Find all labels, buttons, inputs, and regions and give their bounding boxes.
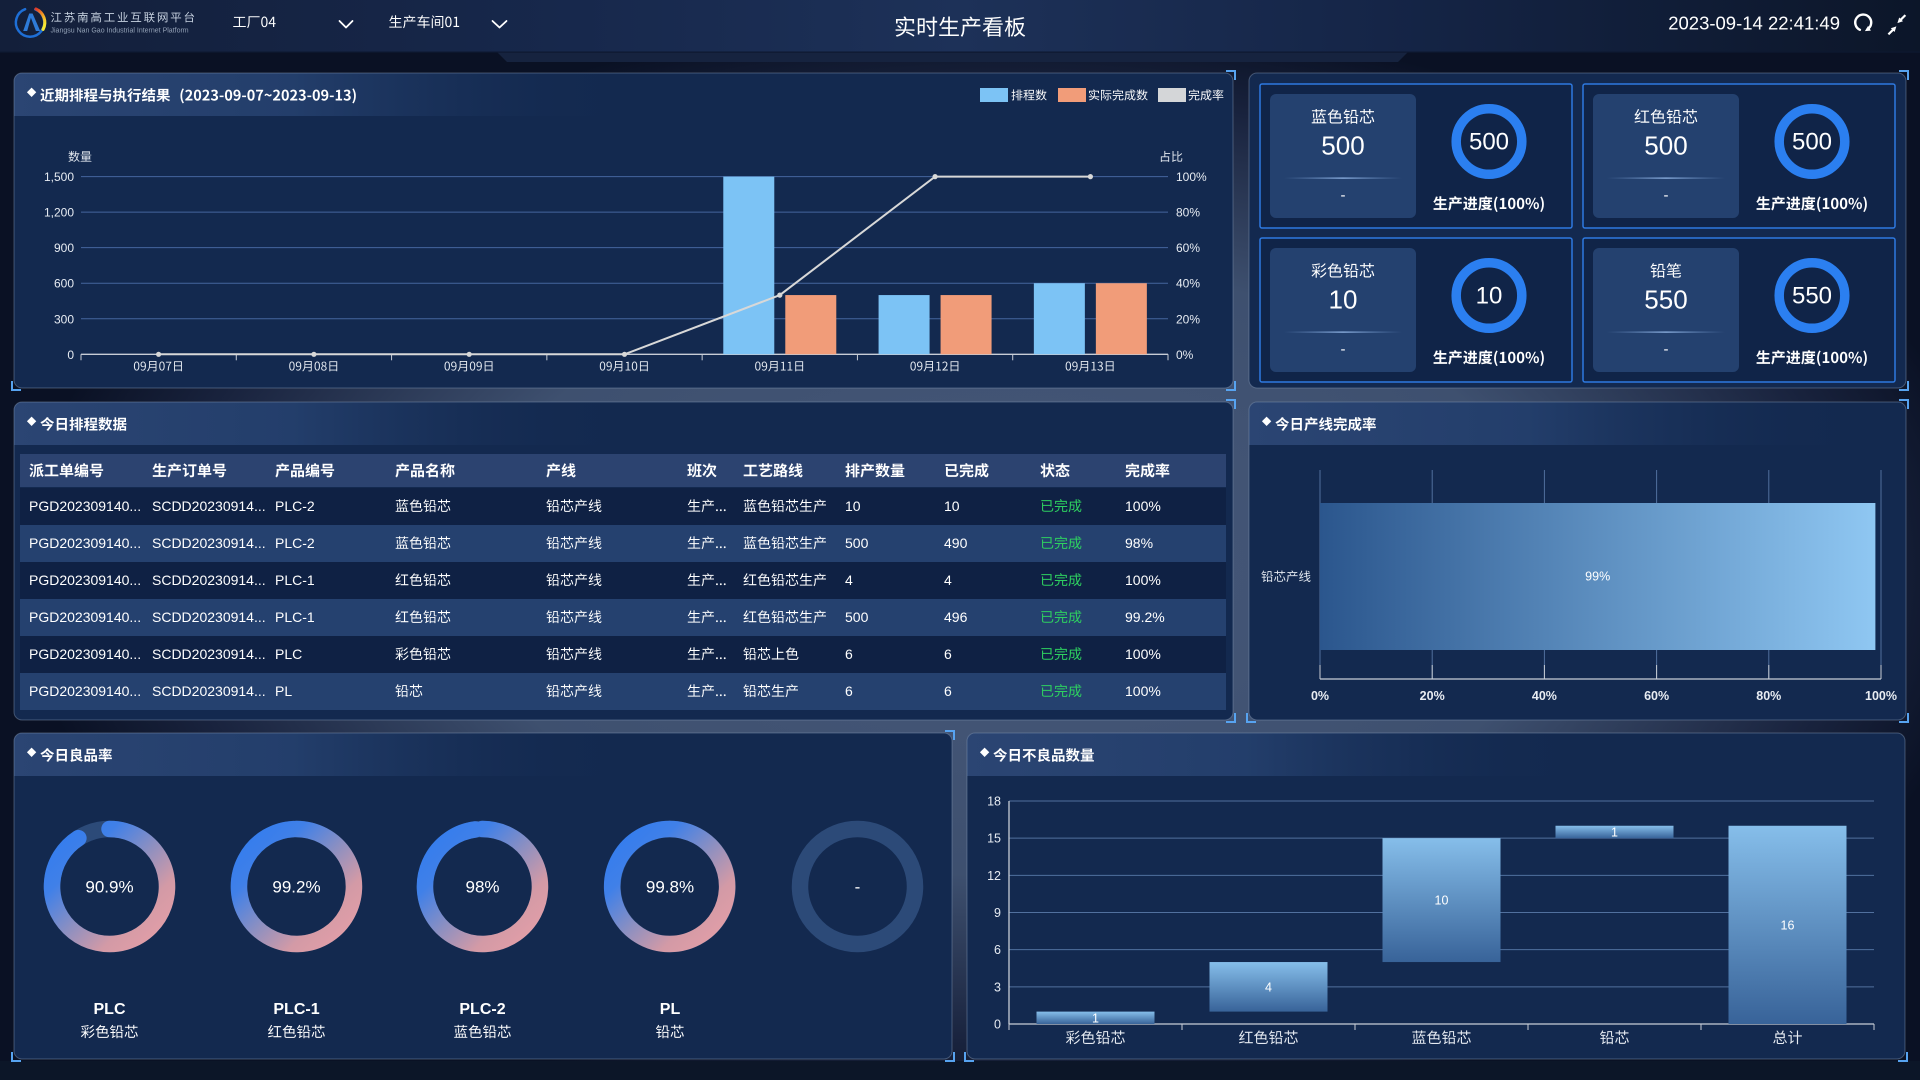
svg-text:PGD202309140...: PGD202309140... — [29, 683, 141, 699]
svg-text:PLC-1: PLC-1 — [273, 1001, 319, 1018]
svg-text:550: 550 — [1792, 283, 1832, 310]
svg-text:10: 10 — [845, 498, 861, 514]
svg-text:1: 1 — [1611, 825, 1618, 839]
svg-text:500: 500 — [1321, 131, 1364, 161]
svg-text:PLC: PLC — [94, 1001, 126, 1018]
svg-text:500: 500 — [845, 535, 869, 551]
svg-text:PLC-2: PLC-2 — [275, 498, 315, 514]
svg-text:6: 6 — [944, 646, 952, 662]
svg-text:10: 10 — [944, 498, 960, 514]
svg-text:0: 0 — [67, 348, 74, 362]
svg-text:100%: 100% — [1125, 646, 1161, 662]
svg-text:40%: 40% — [1176, 277, 1200, 291]
svg-text:1,500: 1,500 — [44, 170, 74, 184]
svg-text:900: 900 — [54, 241, 74, 255]
svg-text:SCDD20230914...: SCDD20230914... — [152, 683, 266, 699]
svg-text:PL: PL — [660, 1001, 681, 1018]
svg-text:60%: 60% — [1644, 689, 1669, 703]
svg-text:1: 1 — [1092, 1011, 1099, 1025]
svg-text:6: 6 — [845, 646, 853, 662]
svg-text:4: 4 — [1265, 980, 1272, 994]
svg-text:-: - — [855, 878, 861, 897]
svg-text:-: - — [1664, 187, 1669, 204]
svg-text:0: 0 — [994, 1018, 1001, 1032]
svg-text:PGD202309140...: PGD202309140... — [29, 572, 141, 588]
svg-text:-: - — [1341, 341, 1346, 358]
svg-text:6: 6 — [944, 683, 952, 699]
svg-text:0%: 0% — [1176, 348, 1194, 362]
svg-text:SCDD20230914...: SCDD20230914... — [152, 646, 266, 662]
svg-text:12: 12 — [987, 869, 1001, 883]
svg-text:PLC-1: PLC-1 — [275, 572, 315, 588]
svg-text:2023-09-14 22:41:49: 2023-09-14 22:41:49 — [1668, 13, 1840, 34]
svg-text:PLC: PLC — [275, 646, 302, 662]
svg-text:3: 3 — [994, 980, 1001, 994]
svg-text:PGD202309140...: PGD202309140... — [29, 646, 141, 662]
svg-text:496: 496 — [944, 609, 968, 625]
svg-text:18: 18 — [987, 794, 1001, 808]
svg-text:600: 600 — [54, 277, 74, 291]
svg-text:PLC-2: PLC-2 — [459, 1001, 505, 1018]
svg-text:PLC-2: PLC-2 — [275, 535, 315, 551]
svg-text:500: 500 — [1792, 129, 1832, 156]
svg-text:20%: 20% — [1420, 689, 1445, 703]
svg-text:4: 4 — [845, 572, 853, 588]
svg-text:100%: 100% — [1125, 498, 1161, 514]
svg-text:500: 500 — [845, 609, 869, 625]
svg-text:PL: PL — [275, 683, 292, 699]
svg-text:PGD202309140...: PGD202309140... — [29, 535, 141, 551]
svg-text:98%: 98% — [465, 878, 499, 897]
svg-text:100%: 100% — [1865, 689, 1897, 703]
svg-text:PLC-1: PLC-1 — [275, 609, 315, 625]
svg-text:80%: 80% — [1756, 689, 1781, 703]
svg-text:500: 500 — [1469, 129, 1509, 156]
svg-text:60%: 60% — [1176, 241, 1200, 255]
svg-text:9: 9 — [994, 906, 1001, 920]
svg-text:SCDD20230914...: SCDD20230914... — [152, 535, 266, 551]
svg-text:-: - — [1341, 187, 1346, 204]
svg-text:PGD202309140...: PGD202309140... — [29, 498, 141, 514]
svg-text:40%: 40% — [1532, 689, 1557, 703]
svg-text:SCDD20230914...: SCDD20230914... — [152, 572, 266, 588]
svg-text:16: 16 — [1781, 918, 1795, 932]
svg-text:15: 15 — [987, 832, 1001, 846]
svg-text:98%: 98% — [1125, 535, 1153, 551]
svg-text:90.9%: 90.9% — [85, 878, 133, 897]
svg-text:SCDD20230914...: SCDD20230914... — [152, 609, 266, 625]
svg-text:80%: 80% — [1176, 206, 1200, 220]
svg-text:10: 10 — [1435, 894, 1449, 908]
svg-text:4: 4 — [944, 572, 952, 588]
svg-text:550: 550 — [1644, 285, 1687, 315]
svg-text:0%: 0% — [1311, 689, 1329, 703]
svg-text:500: 500 — [1644, 131, 1687, 161]
svg-text:300: 300 — [54, 312, 74, 326]
svg-text:99%: 99% — [1585, 570, 1610, 584]
svg-text:6: 6 — [845, 683, 853, 699]
svg-text:PGD202309140...: PGD202309140... — [29, 609, 141, 625]
svg-text:99.8%: 99.8% — [646, 878, 694, 897]
svg-text:100%: 100% — [1176, 170, 1207, 184]
svg-text:Jiangsu Nan Gao Industrial Int: Jiangsu Nan Gao Industrial Internet Plat… — [51, 28, 189, 35]
svg-text:20%: 20% — [1176, 312, 1200, 326]
svg-text:100%: 100% — [1125, 683, 1161, 699]
svg-text:10: 10 — [1476, 283, 1503, 310]
svg-text:-: - — [1664, 341, 1669, 358]
svg-text:SCDD20230914...: SCDD20230914... — [152, 498, 266, 514]
svg-text:6: 6 — [994, 943, 1001, 957]
svg-text:490: 490 — [944, 535, 968, 551]
svg-text:99.2%: 99.2% — [272, 878, 320, 897]
svg-text:99.2%: 99.2% — [1125, 609, 1165, 625]
svg-text:10: 10 — [1329, 285, 1358, 315]
svg-text:1,200: 1,200 — [44, 206, 74, 220]
svg-text:100%: 100% — [1125, 572, 1161, 588]
